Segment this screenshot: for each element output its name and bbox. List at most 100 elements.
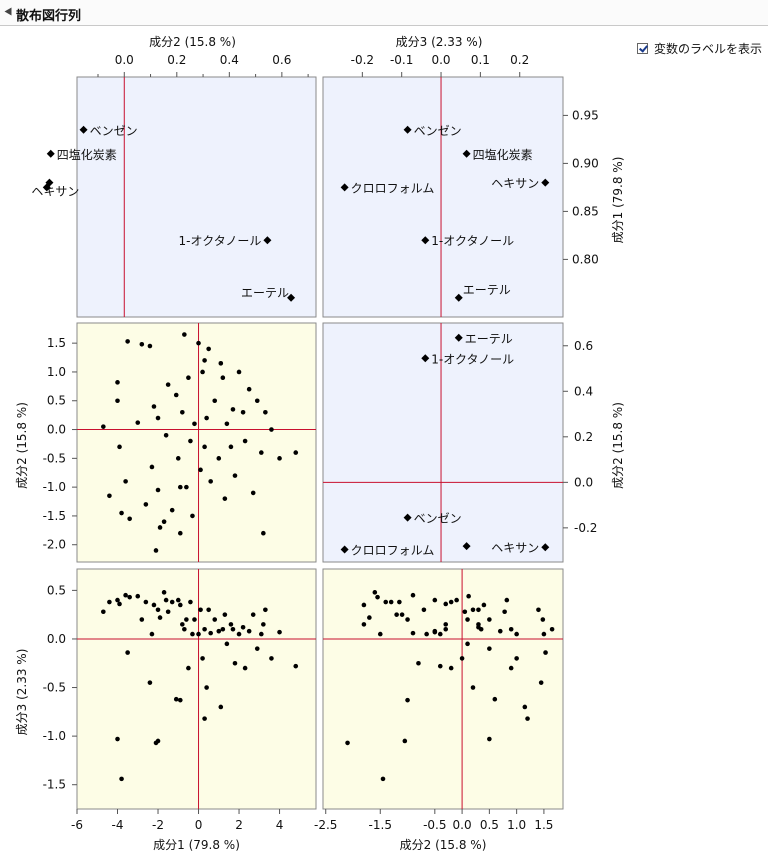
right-y2-tick-label: 0.2 xyxy=(574,430,593,444)
score-point xyxy=(119,510,124,516)
left-y2-tick-label: 0.5 xyxy=(47,394,66,408)
left-y2-tick-label: 0.0 xyxy=(47,423,66,437)
score-point xyxy=(155,487,161,493)
score-point xyxy=(470,685,476,690)
score-point xyxy=(293,663,299,669)
loading-label: エーテル xyxy=(463,283,511,297)
score-point xyxy=(377,631,383,637)
score-point xyxy=(432,629,438,635)
left-y3-tick-label: 0.0 xyxy=(47,632,66,646)
score-point xyxy=(175,456,181,461)
score-point xyxy=(196,340,201,346)
score-point xyxy=(200,656,205,661)
score-point xyxy=(538,680,544,685)
score-point xyxy=(182,626,187,632)
score-point xyxy=(135,420,141,425)
score-point xyxy=(192,421,197,427)
score-point xyxy=(459,656,465,661)
score-point xyxy=(254,398,260,404)
show-labels-checkbox[interactable] xyxy=(637,42,648,54)
score-point xyxy=(101,609,106,615)
score-point xyxy=(402,738,408,744)
left-y2-tick-label: -0.5 xyxy=(43,451,66,465)
score-point xyxy=(143,502,149,507)
score-point xyxy=(448,599,454,605)
score-point xyxy=(220,626,226,632)
score-point xyxy=(487,646,492,651)
report-title: 散布図行列 xyxy=(16,9,82,24)
left-y2-tick-label: 1.5 xyxy=(47,336,66,350)
score-point xyxy=(177,484,183,490)
top-x1-axis-title: 成分2 (15.8 %) xyxy=(149,35,236,49)
score-point xyxy=(212,398,218,404)
bottom-x1-tick-label: -4 xyxy=(112,818,124,832)
show-labels-label: 変数のラベルを表示 xyxy=(654,41,763,56)
loading-label: ヘキサン xyxy=(31,185,79,199)
loading-marker xyxy=(421,236,430,245)
right-y1-tick-label: 0.90 xyxy=(572,156,599,170)
score-point xyxy=(202,626,207,632)
score-point xyxy=(190,513,195,519)
score-point xyxy=(470,607,476,613)
score-point xyxy=(123,592,128,598)
score-point xyxy=(541,631,547,637)
score-point xyxy=(188,599,193,605)
score-point xyxy=(394,612,399,617)
score-point xyxy=(232,473,238,478)
score-point xyxy=(497,628,503,634)
score-panel-c1-c3 xyxy=(76,568,317,810)
score-point xyxy=(502,609,507,615)
score-point xyxy=(101,424,106,429)
score-point xyxy=(224,421,230,427)
score-point xyxy=(232,660,238,666)
score-point xyxy=(190,631,195,637)
score-point xyxy=(186,375,191,381)
report-header[interactable]: 散布図行列 xyxy=(0,0,768,26)
loading-marker xyxy=(454,293,463,302)
score-point xyxy=(155,415,161,421)
score-point xyxy=(165,609,171,615)
score-point xyxy=(230,407,236,412)
score-point xyxy=(169,599,175,605)
score-point xyxy=(421,607,427,613)
right-y2-axis-title: 成分2 (15.8 %) xyxy=(611,402,625,489)
loading-label: 1-オクタノール xyxy=(431,352,514,366)
score-point xyxy=(200,369,205,375)
loading-label: 1-オクタノール xyxy=(179,234,262,248)
score-point xyxy=(432,597,438,603)
score-point xyxy=(177,697,183,703)
score-point xyxy=(380,776,386,782)
score-point xyxy=(127,516,132,522)
bottom-x2-tick-label: -0.5 xyxy=(423,818,446,832)
score-point xyxy=(405,697,410,703)
score-point xyxy=(151,602,157,608)
show-labels-option[interactable]: 変数のラベルを表示 xyxy=(637,40,762,56)
score-point xyxy=(115,398,120,404)
bottom-x1-tick-label: 2 xyxy=(235,818,243,832)
score-point xyxy=(261,530,266,536)
loading-panel-c3-c1 xyxy=(322,76,564,318)
score-point xyxy=(155,607,161,613)
loading-marker xyxy=(403,125,412,134)
score-point xyxy=(462,609,468,615)
score-point xyxy=(259,450,264,455)
score-point xyxy=(514,656,519,661)
left-y2-tick-label: -2.0 xyxy=(43,538,66,552)
loading-label: ヘキサン xyxy=(491,541,539,555)
score-point xyxy=(375,594,380,600)
score-point xyxy=(188,438,193,444)
bottom-x2-tick-label: 1.0 xyxy=(507,818,526,832)
score-point xyxy=(492,696,498,702)
score-point xyxy=(173,696,179,702)
score-point xyxy=(481,602,487,608)
score-point xyxy=(367,615,372,620)
loading-marker xyxy=(421,354,430,363)
loading-marker xyxy=(79,125,88,134)
score-point xyxy=(127,594,132,600)
score-point xyxy=(155,738,161,744)
score-point xyxy=(361,622,367,627)
loading-label: クロロフォルム xyxy=(351,543,435,557)
right-y2-tick-label: 0.6 xyxy=(574,339,593,353)
bottom-x1-tick-label: -6 xyxy=(71,818,83,832)
